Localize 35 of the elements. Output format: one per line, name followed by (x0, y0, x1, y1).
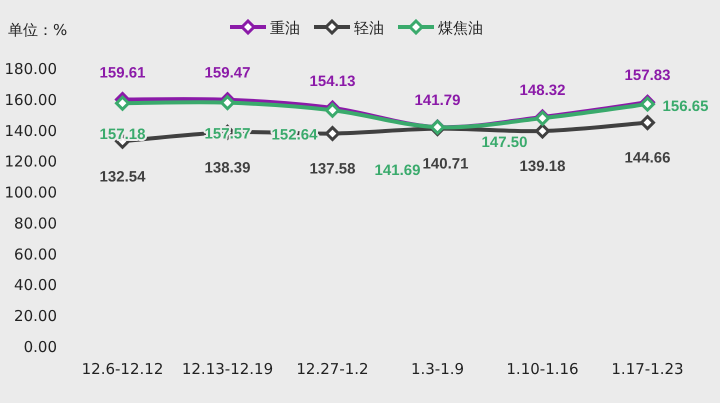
data-label: 132.54 (100, 168, 146, 186)
data-label: 148.32 (520, 82, 566, 99)
y-tick-label: 40.00 (14, 276, 57, 294)
x-tick-label: 1.10-1.16 (506, 360, 579, 378)
x-tick-label: 12.13-12.19 (182, 360, 274, 378)
y-tick-label: 20.00 (14, 307, 57, 326)
data-label: 139.18 (520, 158, 566, 176)
x-tick-label: 12.27-1.2 (296, 360, 369, 378)
y-axis-title: 单位：% (8, 21, 68, 39)
data-label: 159.47 (204, 64, 250, 82)
data-label: 141.69 (374, 162, 420, 180)
legend-label: 重油 (270, 19, 300, 37)
x-tick-label: 1.17-1.23 (611, 360, 684, 378)
data-label: 157.83 (624, 67, 670, 84)
legend-label: 轻油 (354, 19, 384, 37)
data-label: 156.65 (662, 98, 708, 116)
data-label: 144.66 (624, 150, 670, 167)
y-tick-label: 180.00 (4, 60, 57, 78)
data-label: 140.71 (422, 156, 468, 173)
x-tick-label: 12.6-12.12 (82, 360, 164, 378)
y-tick-label: 100.00 (4, 184, 57, 202)
data-label: 141.79 (414, 92, 460, 110)
y-tick-label: 120.00 (4, 152, 57, 171)
data-label: 137.58 (310, 160, 356, 178)
data-label: 147.50 (482, 134, 528, 152)
y-tick-label: 80.00 (14, 214, 57, 232)
x-tick-label: 1.3-1.9 (410, 360, 464, 378)
data-label: 138.39 (204, 159, 250, 176)
legend-label: 煤焦油 (438, 19, 483, 37)
y-tick-label: 0.00 (24, 338, 57, 356)
data-label: 154.13 (310, 72, 356, 90)
y-tick-label: 140.00 (4, 122, 57, 140)
data-label: 159.61 (100, 64, 146, 82)
y-tick-label: 60.00 (14, 245, 57, 264)
y-tick-label: 160.00 (4, 90, 57, 109)
